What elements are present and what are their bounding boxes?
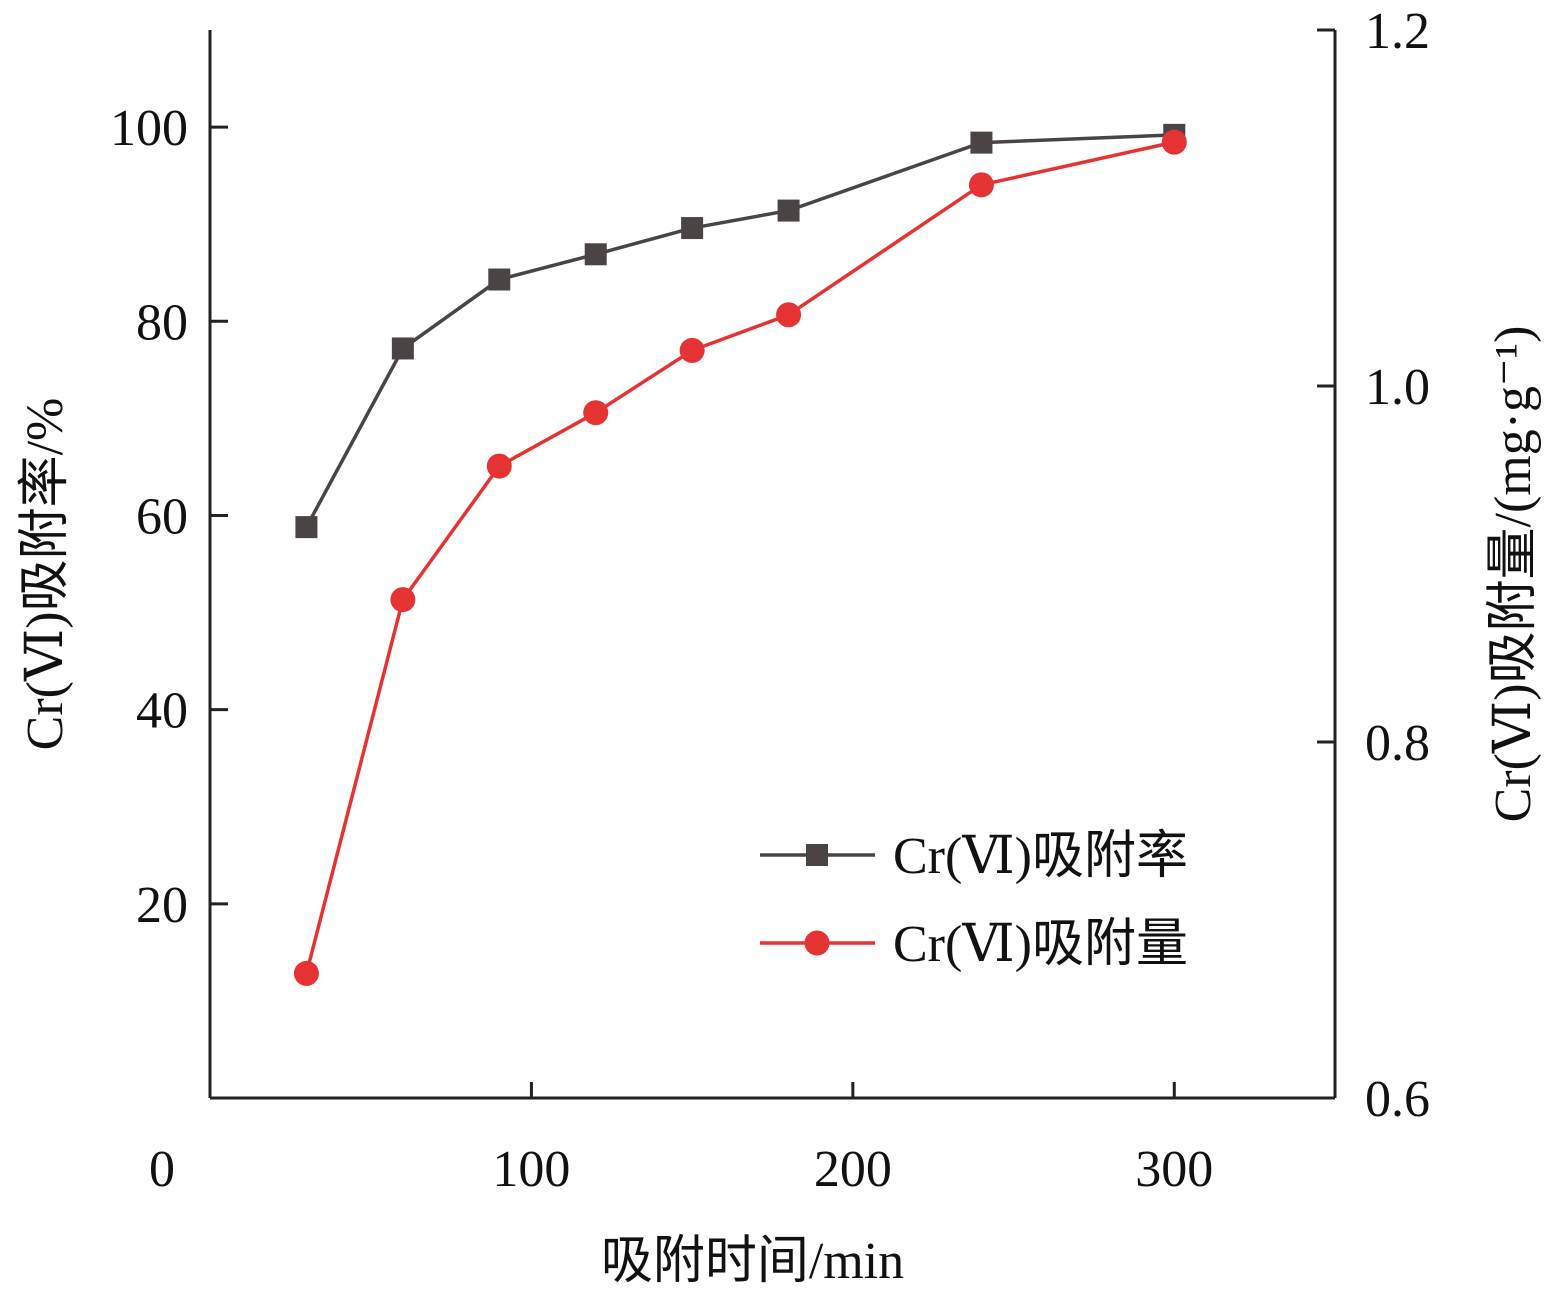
data-point <box>777 199 800 222</box>
data-point <box>295 516 318 539</box>
data-point <box>293 960 319 986</box>
y-left-tick-label: 60 <box>136 488 188 545</box>
legend: Cr(Ⅵ)吸附率 Cr(Ⅵ)吸附量 <box>760 828 1188 973</box>
series-line <box>304 140 1175 974</box>
y-right-tick-label: 0.6 <box>1365 1071 1430 1128</box>
y-left-tick-label: 20 <box>136 877 188 934</box>
series-layer <box>293 123 1187 986</box>
ticks: 0 100 200 300 20 40 60 80 100 0.6 0.8 1.0 1.2 <box>110 3 1430 1198</box>
x-tick-label: 300 <box>1135 1141 1213 1198</box>
x-tick-label: 200 <box>814 1141 892 1198</box>
data-point <box>486 453 512 479</box>
y-left-tick-label: 80 <box>136 294 188 351</box>
data-point <box>390 587 416 613</box>
legend-marker <box>804 930 830 956</box>
data-point <box>968 172 994 198</box>
data-point <box>1161 129 1187 155</box>
series-line <box>304 133 1175 528</box>
y-right-tick-label: 1.0 <box>1365 359 1430 416</box>
y-left-tick-label: 100 <box>110 100 188 157</box>
data-point <box>679 337 705 363</box>
x-tick-label: 0 <box>149 1141 175 1198</box>
data-point <box>681 217 704 240</box>
data-point <box>488 268 511 291</box>
data-point <box>584 243 607 266</box>
legend-label: Cr(Ⅵ)吸附量 <box>893 916 1188 973</box>
y-right-tick-label: 1.2 <box>1365 3 1430 60</box>
legend-entry-2: Cr(Ⅵ)吸附量 <box>760 916 1188 973</box>
legend-marker <box>806 844 828 866</box>
y-axis-left-title: Cr(Ⅵ)吸附率/% <box>17 398 74 751</box>
y-left-tick-label: 40 <box>136 683 188 740</box>
legend-label: Cr(Ⅵ)吸附率 <box>893 828 1188 885</box>
x-axis-title: 吸附时间/min <box>601 1233 904 1290</box>
data-point <box>583 400 609 426</box>
axes <box>208 30 1337 1100</box>
y-right-tick-label: 0.8 <box>1365 715 1430 772</box>
data-point <box>970 131 993 154</box>
y-axis-right-title: Cr(Ⅵ)吸附量/(mg·g⁻¹) <box>1485 326 1542 823</box>
legend-entry-1: Cr(Ⅵ)吸附率 <box>760 828 1188 885</box>
series-2 <box>293 129 1187 986</box>
data-point <box>776 302 802 328</box>
data-point <box>391 337 414 360</box>
x-tick-label: 100 <box>492 1141 570 1198</box>
